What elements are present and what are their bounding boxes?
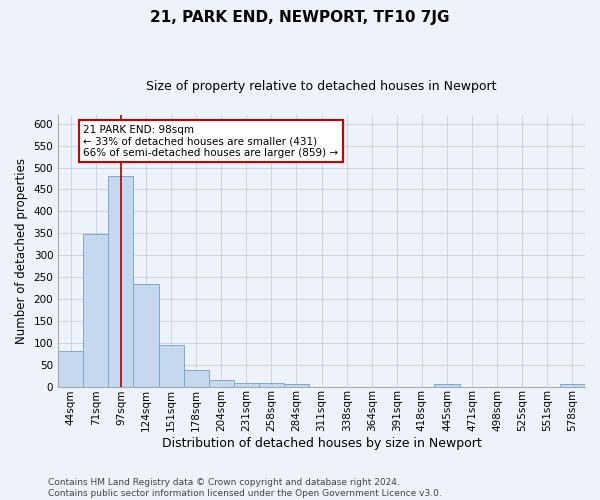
Bar [83, 234, 109, 386]
Y-axis label: Number of detached properties: Number of detached properties [15, 158, 28, 344]
X-axis label: Distribution of detached houses by size in Newport: Distribution of detached houses by size … [162, 437, 481, 450]
Text: 21 PARK END: 98sqm
← 33% of detached houses are smaller (431)
66% of semi-detach: 21 PARK END: 98sqm ← 33% of detached hou… [83, 124, 338, 158]
Bar [284, 384, 309, 386]
Bar [158, 345, 184, 387]
Bar [234, 383, 259, 386]
Bar [133, 284, 158, 386]
Bar [560, 384, 585, 386]
Bar [109, 176, 133, 386]
Text: 21, PARK END, NEWPORT, TF10 7JG: 21, PARK END, NEWPORT, TF10 7JG [150, 10, 450, 25]
Bar [58, 350, 83, 386]
Bar [209, 380, 234, 386]
Bar [434, 384, 460, 386]
Title: Size of property relative to detached houses in Newport: Size of property relative to detached ho… [146, 80, 497, 93]
Text: Contains HM Land Registry data © Crown copyright and database right 2024.
Contai: Contains HM Land Registry data © Crown c… [48, 478, 442, 498]
Bar [184, 370, 209, 386]
Bar [259, 383, 284, 386]
